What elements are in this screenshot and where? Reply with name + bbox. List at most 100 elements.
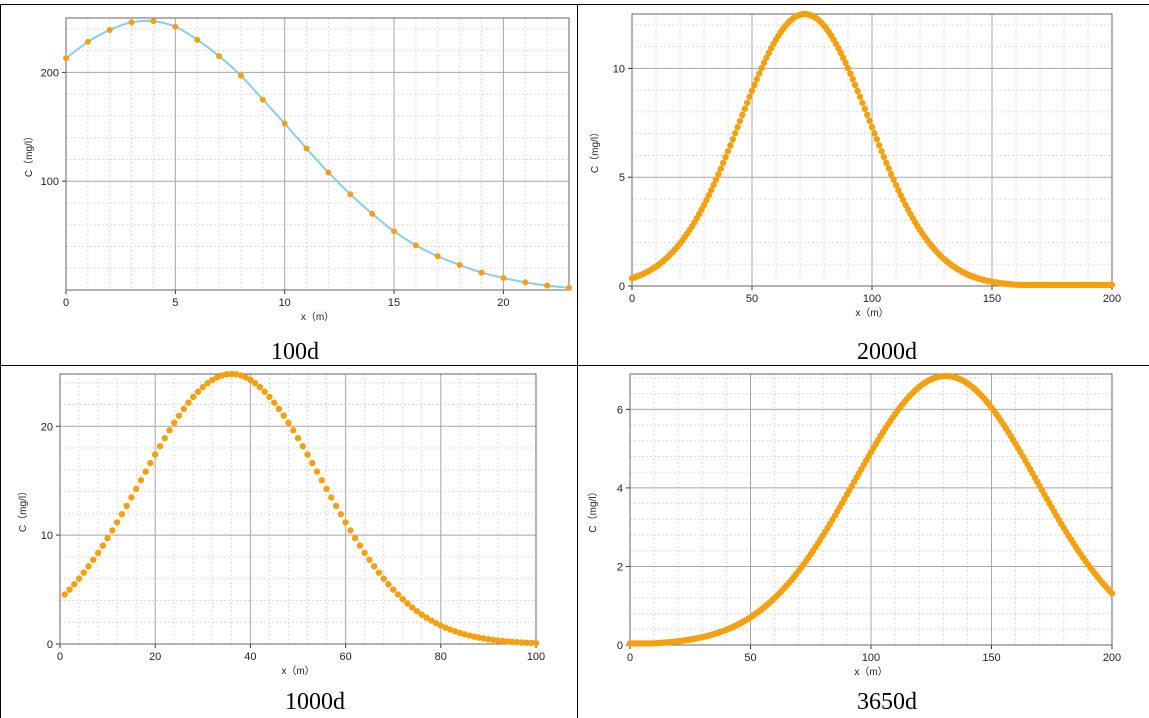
y-tick-label: 20 <box>41 421 53 433</box>
data-point <box>399 595 406 603</box>
x-axis-label: x（m） <box>854 666 887 678</box>
data-point <box>391 228 398 235</box>
x-axis-label: x（m） <box>855 307 888 319</box>
y-tick-label: 0 <box>619 281 625 293</box>
chart-plot: 0 50 100 150 200 0 5 10 x（m） C（mg/l） <box>589 10 1121 319</box>
data-point <box>715 170 722 178</box>
frame-center <box>577 4 578 718</box>
data-point <box>347 191 354 198</box>
series-group <box>628 10 1116 289</box>
data-point <box>61 591 68 598</box>
data-point <box>480 635 487 642</box>
x-axis-label: x（m） <box>301 311 334 323</box>
frame-top <box>0 4 1149 5</box>
data-point <box>847 70 854 77</box>
data-point <box>380 575 387 582</box>
data-point <box>489 636 497 644</box>
data-point <box>259 96 266 103</box>
data-point <box>842 59 849 67</box>
data-point <box>328 494 335 501</box>
data-point <box>892 181 900 189</box>
data-point <box>566 284 572 291</box>
chart-caption: 100d <box>271 339 319 365</box>
data-point <box>895 186 902 194</box>
data-point <box>137 477 145 484</box>
data-point <box>369 210 376 217</box>
data-point <box>878 148 885 155</box>
data-point <box>475 634 483 641</box>
data-point <box>63 55 69 62</box>
data-point <box>532 639 540 647</box>
data-point <box>758 65 765 72</box>
data-point <box>404 600 411 607</box>
data-point <box>356 542 364 549</box>
data-point <box>409 604 416 611</box>
data-point <box>237 72 244 79</box>
data-point <box>413 607 421 615</box>
data-point <box>118 511 126 518</box>
chart-caption: 2000d <box>857 339 917 365</box>
y-axis-label: C（mg/l） <box>589 127 601 173</box>
data-point <box>361 549 368 557</box>
data-point <box>242 374 249 381</box>
data-point <box>864 111 871 119</box>
data-point <box>185 399 192 406</box>
data-point <box>739 111 746 119</box>
data-point <box>80 569 88 576</box>
data-point <box>544 282 551 289</box>
data-point <box>412 242 419 249</box>
data-point <box>500 275 507 282</box>
data-point <box>432 619 440 627</box>
data-point <box>708 186 715 194</box>
data-point <box>883 159 890 167</box>
data-point <box>128 494 135 501</box>
data-point <box>744 99 751 106</box>
data-point <box>844 65 852 72</box>
data-point <box>106 26 113 33</box>
x-tick-label: 200 <box>1103 652 1121 664</box>
data-point <box>85 563 92 570</box>
y-axis-label: C（mg/l） <box>23 131 35 177</box>
data-point <box>837 49 844 57</box>
data-point <box>720 159 727 167</box>
data-point <box>494 637 502 644</box>
x-tick-label: 100 <box>527 651 545 663</box>
x-tick-label: 0 <box>627 652 633 664</box>
data-point <box>194 388 202 395</box>
data-point <box>99 542 107 549</box>
data-point <box>499 637 506 645</box>
x-tick-label: 20 <box>497 297 509 309</box>
data-point <box>513 638 521 646</box>
x-tick-label: 100 <box>863 293 881 305</box>
y-tick-label: 100 <box>41 176 59 188</box>
data-point <box>859 99 866 106</box>
data-point <box>309 459 316 467</box>
data-point <box>876 142 883 149</box>
y-tick-label: 4 <box>617 483 623 495</box>
data-point <box>753 76 760 83</box>
data-point <box>332 502 340 510</box>
x-tick-label: 15 <box>388 297 400 309</box>
data-point <box>390 586 397 593</box>
data-point <box>852 81 859 89</box>
data-point <box>385 581 392 588</box>
data-point <box>84 38 91 45</box>
data-point <box>765 49 772 57</box>
y-tick-label: 2 <box>617 561 623 573</box>
data-point <box>849 76 856 83</box>
data-point <box>94 549 102 557</box>
x-tick-label: 60 <box>339 651 351 663</box>
data-point <box>470 633 478 640</box>
data-point <box>456 261 463 268</box>
data-point <box>294 434 302 442</box>
data-point <box>304 451 311 458</box>
data-point <box>132 485 140 493</box>
data-point <box>509 638 516 646</box>
data-point <box>142 468 149 475</box>
data-point <box>223 371 230 378</box>
data-point <box>325 169 332 176</box>
data-point <box>900 196 907 204</box>
data-point <box>66 586 73 593</box>
chart-panel-2000d: 0 50 100 150 200 0 5 10 x（m） C（mg/l） <box>580 8 1146 334</box>
data-point <box>888 170 895 178</box>
